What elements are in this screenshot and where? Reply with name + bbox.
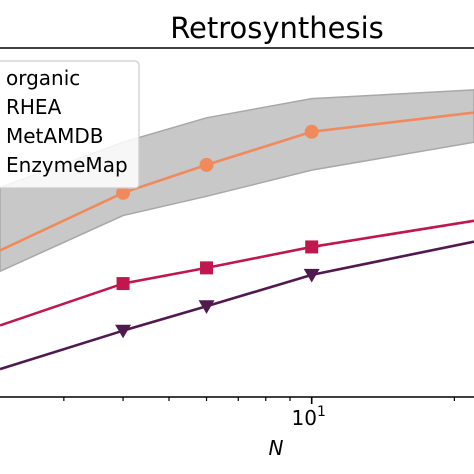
x-tick-layer: 101 (63, 397, 455, 430)
chart-title: Retrosynthesis (170, 11, 384, 45)
x-axis-label: N (269, 436, 284, 460)
data-point (200, 261, 214, 275)
data-point (199, 157, 214, 172)
series-0 (0, 111, 474, 252)
legend-entry: MetAMDB (6, 124, 103, 148)
legend-entry: organic (6, 66, 80, 90)
confidence-band (0, 89, 474, 273)
data-point (115, 324, 132, 339)
data-point (198, 300, 215, 314)
legend-box (0, 60, 140, 189)
legend-entry: RHEA (6, 95, 62, 119)
series-layer (0, 111, 474, 371)
legend-entry: EnzymeMap (6, 153, 128, 177)
series-2 (0, 240, 474, 371)
data-point (116, 185, 131, 200)
data-point (305, 240, 319, 254)
x-tick-label: 101 (292, 404, 326, 430)
legend: organic RHEA MetAMDB EnzymeMap (0, 60, 140, 189)
data-point (304, 124, 319, 139)
data-point (116, 277, 130, 291)
confidence-band-layer (0, 89, 474, 273)
series-1 (0, 219, 474, 327)
data-point (303, 268, 320, 283)
